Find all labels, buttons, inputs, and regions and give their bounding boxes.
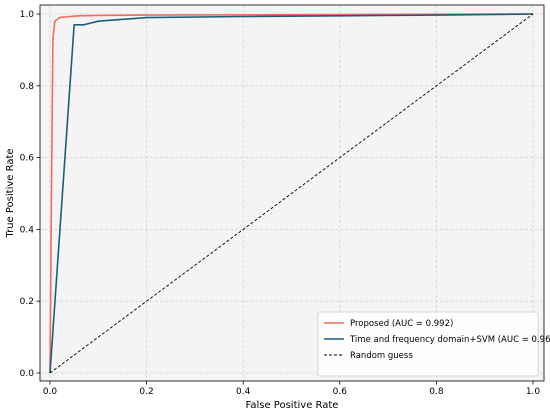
legend: Proposed (AUC = 0.992) Time and frequency…	[317, 311, 550, 377]
legend-box	[317, 311, 539, 377]
axis-ticks: 0.0 0.2 0.4 0.6 0.8 1.0 0.0 0.2 0.4 0.6 0.8 1.0	[20, 10, 541, 397]
y-tick-label: 0.4	[20, 225, 35, 235]
x-axis-label: False Positive Rate	[246, 400, 339, 411]
series-line-2	[49, 13, 534, 374]
y-tick-label: 0.6	[20, 154, 35, 164]
y-tick-label: 0.2	[20, 297, 34, 307]
x-tick-label: 0.0	[43, 387, 58, 397]
y-tick-label: 0.8	[20, 82, 35, 92]
plot-frame	[39, 4, 545, 382]
legend-label-2: Random guess	[350, 351, 413, 361]
legend-label-1: Time and frequency domain+SVM (AUC = 0.9…	[349, 335, 550, 345]
x-tick-label: 1.0	[526, 387, 541, 397]
y-tick-label: 1.0	[20, 10, 35, 20]
x-tick-label: 0.4	[236, 387, 251, 397]
series-lines	[49, 13, 534, 374]
y-axis-label: True Positive Rate	[5, 148, 16, 238]
x-tick-label: 0.2	[139, 387, 153, 397]
x-tick-label: 0.6	[333, 387, 348, 397]
x-tick-label: 0.8	[429, 387, 444, 397]
series-line-1	[49, 13, 534, 374]
legend-label-0: Proposed (AUC = 0.992)	[350, 319, 453, 329]
series-line-0	[49, 13, 534, 374]
y-tick-label: 0.0	[20, 369, 35, 379]
